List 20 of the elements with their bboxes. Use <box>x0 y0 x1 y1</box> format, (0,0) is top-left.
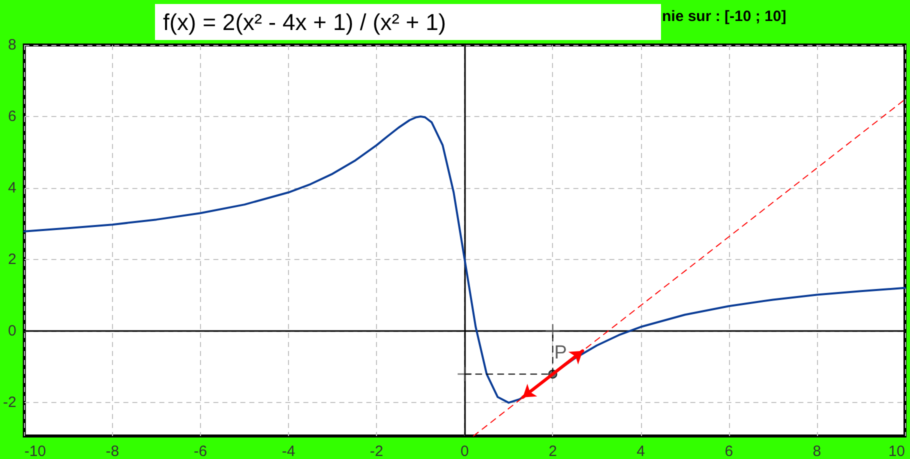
x-tick-label: -2 <box>370 443 384 459</box>
x-tick-label: -8 <box>106 443 120 459</box>
x-tick-label: 2 <box>548 443 557 459</box>
y-tick-label: 6 <box>8 108 16 126</box>
y-tick-label: 8 <box>8 36 16 54</box>
series-label: P <box>554 342 567 364</box>
y-tick-label: -2 <box>2 394 16 412</box>
y-tick-label: 2 <box>8 251 16 268</box>
x-tick-label: 4 <box>636 443 645 459</box>
x-tick-label: -4 <box>282 443 296 459</box>
y-tick-label: 4 <box>8 180 16 197</box>
x-tick-label: -10 <box>24 443 46 459</box>
x-tick-label: 0 <box>460 443 469 459</box>
chart-subtitle: nie sur : [-10 ; 10] <box>662 8 786 25</box>
chart-title: f(x) = 2(x² - 4x + 1) / (x² + 1) <box>155 4 661 40</box>
x-tick-label: 8 <box>812 443 822 459</box>
x-tick-label: 10 <box>888 443 905 459</box>
y-tick-label: 0 <box>8 322 16 340</box>
x-tick-label: 6 <box>724 443 734 459</box>
x-tick-label: -6 <box>194 443 208 459</box>
